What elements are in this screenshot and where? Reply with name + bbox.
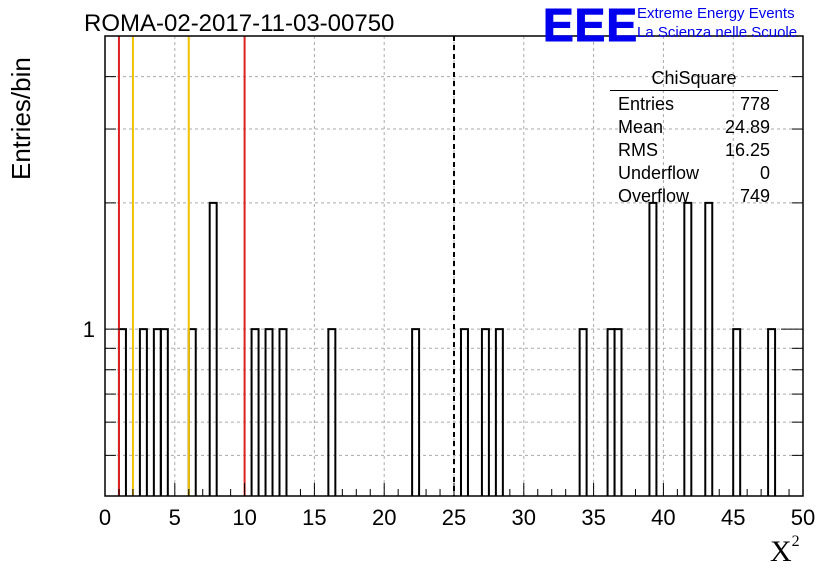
histogram-bin	[278, 328, 288, 496]
x-tick-label: 30	[512, 505, 536, 530]
x-tick-label: 40	[651, 505, 675, 530]
x-axis-label-base: X	[770, 535, 792, 568]
histogram-bin	[159, 328, 169, 496]
stat-label: Mean	[618, 117, 664, 137]
y-axis-label: Entries/bin	[6, 57, 36, 180]
eee-logo: EEE Extreme Energy Events La Scienza nel…	[542, 0, 833, 52]
x-tick-label: 25	[442, 505, 466, 530]
histogram-bin	[480, 328, 490, 496]
stat-label: RMS	[618, 140, 658, 160]
histogram-bin	[767, 328, 777, 496]
x-axis-label: X2	[770, 533, 800, 569]
y-tick-label: 1	[83, 317, 95, 342]
stat-row-overflow: Overflow 749	[610, 185, 778, 208]
histogram-bin	[117, 328, 127, 496]
axes: 0 5 10 15 20 25 30 35 40 45 50 1	[83, 35, 815, 530]
stats-box: ChiSquare Entries 778 Mean 24.89 RMS 16.…	[610, 68, 778, 208]
histogram-bin	[138, 328, 148, 496]
stat-value: 749	[739, 186, 770, 206]
x-tick-label: 35	[581, 505, 605, 530]
stat-value: 0	[759, 163, 770, 183]
chart-title: ROMA-02-2017-11-03-00750	[84, 10, 395, 37]
logo-tagline-1: Extreme Energy Events	[637, 5, 795, 22]
x-tick-label: 10	[232, 505, 256, 530]
stat-label: Overflow	[618, 186, 690, 206]
stat-label: Entries	[618, 94, 675, 114]
stat-row-entries: Entries 778	[610, 93, 778, 116]
histogram-bars	[117, 201, 777, 496]
stat-row-mean: Mean 24.89	[610, 116, 778, 139]
x-tick-label: 45	[721, 505, 745, 530]
x-tick-label: 0	[99, 505, 111, 530]
x-tick-label: 50	[791, 505, 815, 530]
histogram-bin	[704, 201, 714, 496]
histogram-bin	[606, 328, 616, 496]
histogram-bin	[208, 201, 218, 496]
histogram-bin	[187, 328, 197, 496]
eee-logo-mark: EEE	[542, 0, 639, 52]
histogram-bin	[152, 328, 162, 496]
histogram-bin	[648, 201, 658, 496]
histogram-bin	[327, 328, 337, 496]
x-tick-label: 20	[372, 505, 396, 530]
x-axis-label-superscript: 2	[791, 533, 800, 550]
histogram-bin	[250, 328, 260, 496]
stats-title: ChiSquare	[610, 68, 778, 91]
histogram-bin	[494, 328, 504, 496]
histogram-bin	[613, 328, 623, 496]
stat-value: 24.89	[724, 117, 770, 137]
stat-value: 16.25	[724, 140, 770, 160]
stat-row-underflow: Underflow 0	[610, 162, 778, 185]
histogram-bin	[732, 328, 742, 496]
histogram-bin	[459, 328, 469, 496]
stat-label: Underflow	[618, 163, 700, 183]
stat-row-rms: RMS 16.25	[610, 139, 778, 162]
histogram-bin	[411, 328, 421, 496]
histogram-bin	[578, 328, 588, 496]
x-tick-label: 5	[169, 505, 181, 530]
histogram-bin	[264, 328, 274, 496]
histogram-bin	[683, 201, 693, 496]
x-tick-label: 15	[302, 505, 326, 530]
stat-value: 778	[739, 94, 770, 114]
logo-tagline-2: La Scienza nelle Scuole	[637, 24, 798, 41]
reference-lines	[117, 36, 455, 496]
